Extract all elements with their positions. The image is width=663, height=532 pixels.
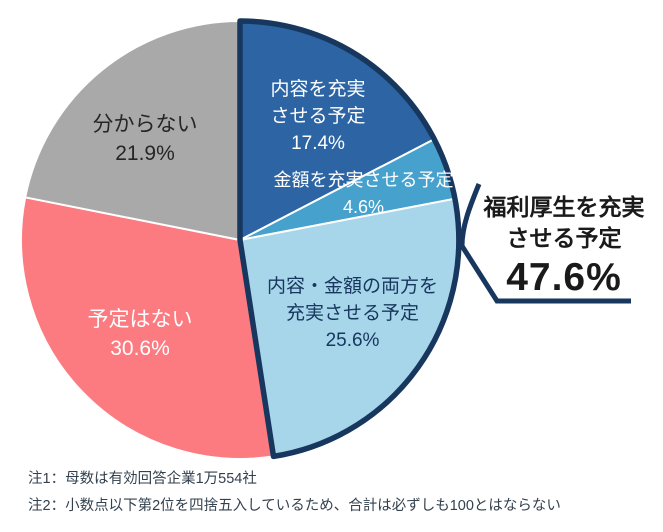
pie-wedges [20,20,460,460]
group-callout-value: 47.6% [506,256,622,299]
pie-slice-2 [239,197,460,458]
pie-slice-3 [20,196,275,460]
group-callout-title-line: させる予定 [506,225,622,251]
group-callout-title: 福利厚生を充実 させる予定 [465,192,663,254]
group-highlight-outline [237,18,462,460]
footnote-2: 注2：小数点以下第2位を四捨五入しているため、合計は必ずしも100とはならない [28,498,561,514]
callout-pointer-line [459,183,631,304]
footnotes: 注1：母数は有効回答企業1万554社 注2：小数点以下第2位を四捨五入しているた… [28,466,648,520]
group-callout: 福利厚生を充実 させる予定 47.6% [465,192,663,299]
group-callout-title-line: 福利厚生を充実 [483,194,645,220]
footnote-1: 注1：母数は有効回答企業1万554社 [28,471,257,487]
pie-slice-4 [24,20,241,241]
